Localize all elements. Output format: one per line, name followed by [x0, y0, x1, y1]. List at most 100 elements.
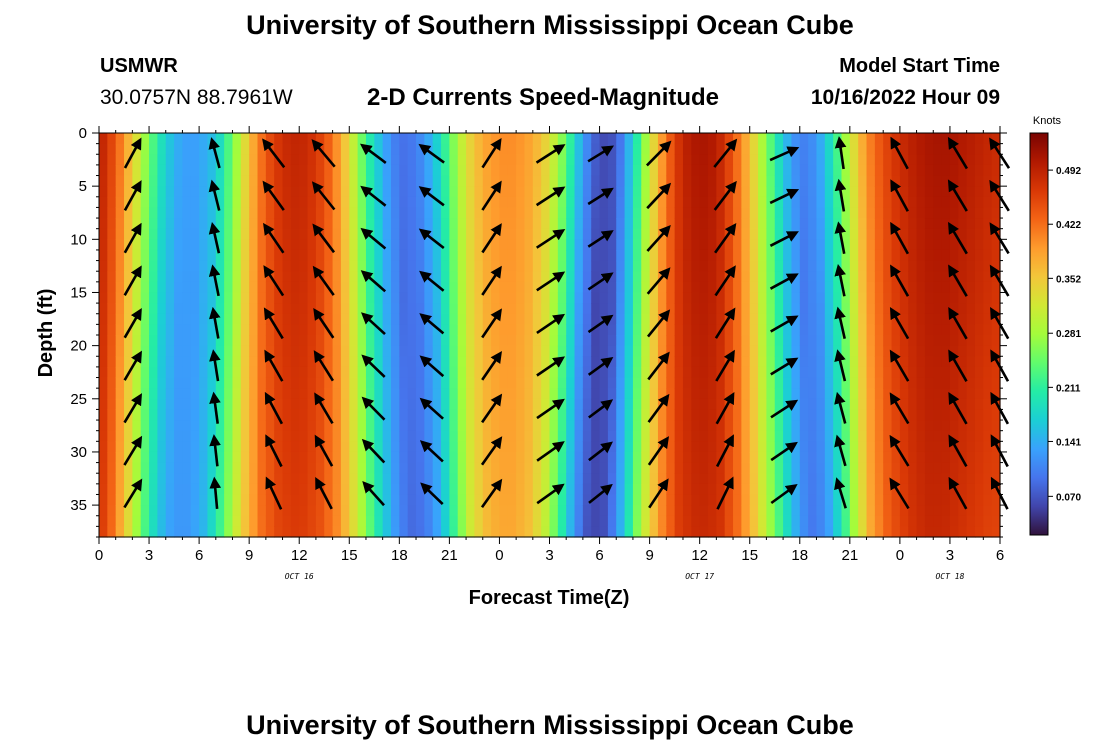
heatmap-cell	[582, 292, 592, 304]
heatmap-cell	[849, 303, 859, 315]
heatmap-cell	[682, 175, 692, 187]
heatmap-cell	[457, 462, 467, 474]
heatmap-cell	[399, 366, 409, 379]
heatmap-cell	[632, 239, 642, 251]
heatmap-cell	[399, 473, 409, 485]
heatmap-cell	[866, 505, 876, 517]
heatmap-cell	[282, 218, 292, 230]
heatmap-cell	[524, 239, 534, 251]
heatmap-cell	[399, 164, 409, 177]
heatmap-cell	[741, 483, 751, 496]
heatmap-cell	[174, 505, 184, 517]
page-title: University of Southern Mississippi Ocean…	[246, 10, 854, 40]
heatmap-cell	[416, 249, 425, 262]
heatmap-cell	[958, 218, 968, 230]
heatmap-cell	[891, 494, 901, 506]
heatmap-cell	[966, 515, 976, 527]
heatmap-cell	[816, 483, 826, 496]
heatmap-cell	[974, 196, 984, 209]
heatmap-cell	[824, 154, 834, 166]
heatmap-cell	[716, 218, 726, 230]
heatmap-cell	[424, 335, 434, 347]
heatmap-cell	[733, 228, 742, 240]
heatmap-cell	[249, 356, 259, 368]
heatmap-cell	[966, 196, 976, 209]
heatmap-cell	[365, 260, 375, 272]
heatmap-cell	[307, 260, 317, 272]
heatmap-cell	[549, 324, 559, 336]
heatmap-cell	[716, 313, 726, 325]
current-vector-arrow	[209, 391, 221, 424]
heatmap-cell	[357, 303, 367, 315]
heatmap-cell	[624, 505, 634, 517]
heatmap-cell	[299, 271, 309, 283]
heatmap-cell	[140, 186, 150, 198]
heatmap-cell	[691, 303, 701, 315]
heatmap-cell	[641, 133, 651, 145]
heatmap-cell	[215, 143, 225, 155]
heatmap-cell	[758, 441, 767, 453]
heatmap-cell	[699, 143, 709, 155]
heatmap-cell	[449, 515, 459, 527]
current-vector-arrow	[481, 137, 502, 169]
heatmap-cell	[733, 335, 742, 347]
heatmap-cell	[549, 249, 559, 262]
colorbar-tick-label: 0.070	[1056, 492, 1081, 503]
heatmap-cell	[841, 377, 851, 389]
heatmap-cell	[382, 239, 392, 251]
heatmap-cell	[407, 345, 417, 357]
heatmap-cell	[699, 324, 709, 336]
heatmap-cell	[524, 388, 534, 400]
heatmap-cell	[682, 260, 692, 272]
heatmap-cell	[215, 303, 225, 315]
heatmap-cell	[240, 356, 250, 368]
heatmap-cell	[224, 175, 234, 187]
heatmap-cell	[524, 409, 534, 421]
heatmap-cell	[616, 207, 626, 219]
heatmap-cell	[816, 430, 826, 442]
heatmap-cell	[524, 515, 534, 527]
heatmap-cell	[708, 143, 717, 155]
current-vector-arrow	[265, 434, 283, 468]
heatmap-cell	[174, 356, 184, 368]
heatmap-cell	[274, 313, 284, 325]
heatmap-cell	[966, 281, 976, 294]
heatmap-cell	[691, 228, 701, 240]
heatmap-cell	[541, 526, 551, 538]
heatmap-cell	[107, 356, 117, 368]
heatmap-cell	[582, 196, 592, 209]
heatmap-cell	[249, 451, 259, 464]
heatmap-cell	[332, 207, 342, 219]
current-vector-arrow	[834, 434, 847, 467]
heatmap-cell	[574, 515, 584, 527]
heatmap-cell	[449, 473, 459, 485]
heatmap-cell	[824, 420, 834, 432]
heatmap-cell	[232, 133, 242, 145]
heatmap-cell	[874, 196, 884, 209]
heatmap-cell	[307, 335, 317, 347]
heatmap-cell	[582, 356, 592, 368]
heatmap-cell	[240, 281, 250, 294]
heatmap-cell	[115, 324, 125, 336]
heatmap-cell	[966, 154, 976, 166]
heatmap-cell	[332, 239, 342, 251]
heatmap-cell	[733, 313, 742, 325]
heatmap-cell	[574, 345, 584, 357]
heatmap-cell	[899, 292, 909, 304]
heatmap-cell	[407, 505, 417, 517]
heatmap-cell	[983, 133, 993, 145]
heatmap-cell	[749, 483, 759, 496]
heatmap-cell	[991, 164, 1001, 177]
heatmap-cell	[507, 420, 517, 432]
heatmap-cell	[666, 398, 676, 411]
heatmap-cell	[432, 303, 442, 315]
heatmap-cell	[541, 335, 551, 347]
heatmap-cell	[424, 515, 434, 527]
heatmap-cell	[224, 345, 234, 357]
heatmap-cell	[833, 143, 843, 155]
heatmap-cell	[858, 451, 868, 464]
heatmap-cell	[174, 207, 184, 219]
heatmap-cell	[524, 345, 534, 357]
heatmap-cell	[557, 420, 567, 432]
heatmap-cell	[574, 260, 584, 272]
